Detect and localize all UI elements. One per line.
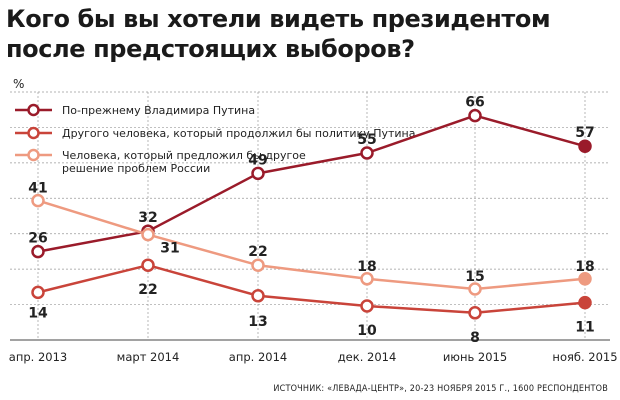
data-label: 10 [357,323,377,339]
legend-label: решение проблем России [62,162,210,175]
legend-label: По-прежнему Владимира Путина [62,104,255,117]
data-label: 13 [248,314,267,330]
data-point [251,258,265,272]
data-label: 57 [575,125,594,141]
chart-title: Кого бы вы хотели видеть президентом пос… [6,5,551,63]
data-label: 22 [248,244,267,260]
legend-marker [27,126,40,140]
legend-label: Другого человека, который продолжил бы п… [62,127,415,140]
legend-marker [27,103,40,117]
data-label: 55 [357,132,376,148]
data-label: 15 [465,269,484,285]
data-label: 31 [160,241,179,257]
x-tick-label: дек. 2014 [338,350,397,364]
data-label: 66 [465,95,484,111]
data-label: 41 [28,181,47,197]
data-point [578,295,592,310]
source-note: ИСТОЧНИК: «ЛЕВАДА-ЦЕНТР», 20-23 НОЯБРЯ 2… [273,384,608,394]
data-point [31,285,45,300]
data-label: 22 [138,282,157,298]
series-line [37,114,586,253]
legend-label: Человека, который предложил бы другое [62,149,306,162]
data-label: 18 [575,259,594,275]
series-line [37,263,586,315]
x-tick-label: июнь 2015 [443,350,507,364]
data-label: 11 [575,320,594,336]
x-tick-label: март 2014 [117,350,180,364]
data-point [251,289,265,303]
data-point [141,258,155,272]
data-point [468,282,482,296]
series-line [37,199,586,291]
data-point [360,146,374,160]
legend-marker [27,148,40,162]
data-point [360,299,374,313]
data-label: 26 [28,231,47,247]
data-point [578,272,592,286]
x-tick-label: апр. 2013 [9,350,67,364]
data-point [468,108,482,123]
data-label: 32 [138,210,157,226]
x-tick-label: апр. 2014 [229,350,287,364]
data-label: 18 [357,259,376,275]
data-point [141,227,155,242]
data-point [578,139,592,153]
data-point [31,244,45,259]
data-point [468,306,482,320]
data-point [31,193,45,208]
data-label: 49 [248,152,267,168]
data-point [251,166,265,181]
data-label: 8 [470,330,480,346]
unit-label: % [13,77,24,91]
data-point [360,272,374,286]
data-label: 14 [28,305,48,321]
x-tick-label: нояб. 2015 [552,350,617,364]
